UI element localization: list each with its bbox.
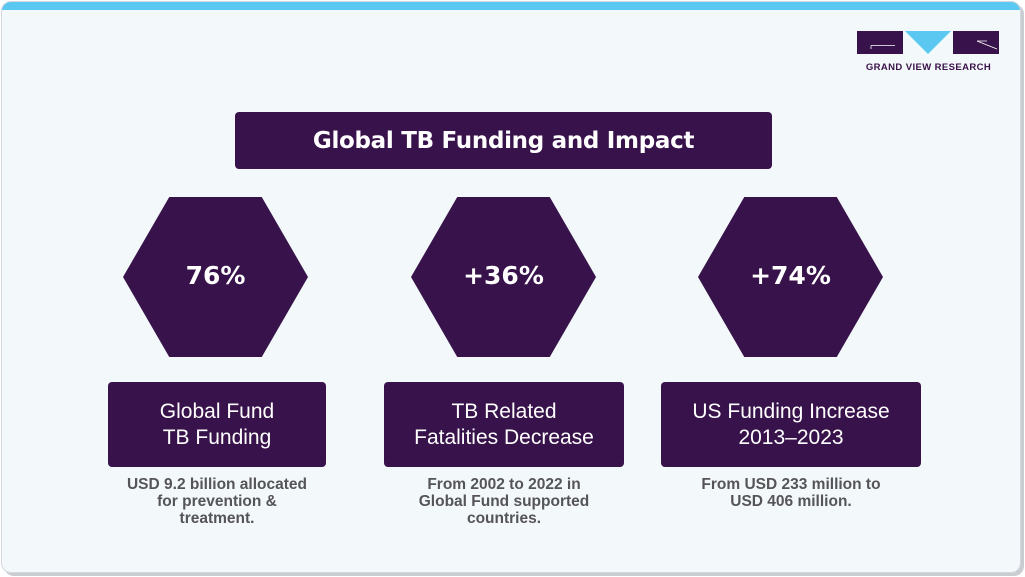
stat-value: 76%: [185, 260, 246, 290]
stat-label-card-us-funding: US Funding Increase 2013–2023: [661, 382, 921, 467]
top-accent-bar: [2, 2, 1020, 10]
stat-label: TB Related Fatalities Decrease: [414, 399, 594, 449]
stat-label: Global Fund TB Funding: [159, 399, 275, 449]
stat-description: USD 9.2 billion allocated for prevention…: [126, 476, 307, 527]
gvr-logo-mark-icon: [857, 31, 999, 54]
title-banner: Global TB Funding and Impact: [235, 112, 772, 169]
stat-hexagon-fatalities: +36%: [411, 197, 596, 357]
stat-label-card-global-fund: Global Fund TB Funding: [108, 382, 326, 467]
stat-description: From USD 233 million to USD 406 million.: [701, 476, 881, 510]
stat-hexagon-us-funding: +74%: [698, 197, 883, 357]
stat-value: +36%: [463, 260, 544, 290]
grand-view-research-logo: GRAND VIEW RESEARCH: [857, 31, 1002, 75]
stat-label: US Funding Increase 2013–2023: [692, 399, 890, 449]
stat-hexagon-global-fund: 76%: [123, 197, 308, 357]
stat-label-card-fatalities: TB Related Fatalities Decrease: [384, 382, 624, 467]
logo-wordmark: GRAND VIEW RESEARCH: [865, 62, 992, 73]
page-title: Global TB Funding and Impact: [312, 127, 695, 154]
stat-description: From 2002 to 2022 in Global Fund support…: [418, 476, 590, 527]
stat-value: +74%: [750, 260, 831, 290]
